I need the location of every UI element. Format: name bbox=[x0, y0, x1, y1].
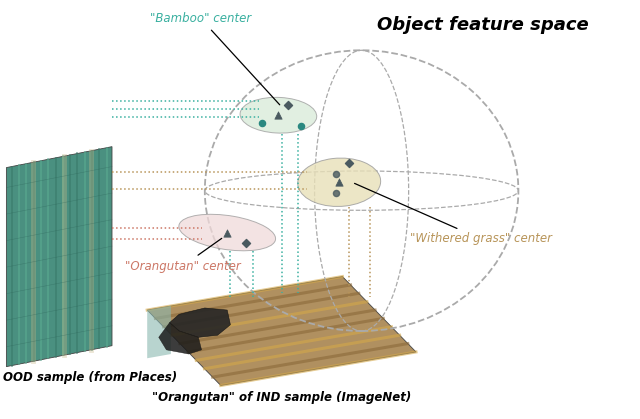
Ellipse shape bbox=[240, 97, 317, 133]
Point bbox=[331, 189, 341, 196]
Point bbox=[334, 179, 344, 186]
Point bbox=[283, 101, 293, 108]
Point bbox=[241, 240, 252, 246]
Point bbox=[296, 122, 306, 129]
Polygon shape bbox=[147, 277, 416, 385]
Text: "Orangutan" of IND sample (ImageNet): "Orangutan" of IND sample (ImageNet) bbox=[152, 391, 412, 403]
Text: "Withered grass" center: "Withered grass" center bbox=[355, 184, 552, 246]
Text: "Bamboo" center: "Bamboo" center bbox=[150, 12, 280, 105]
Ellipse shape bbox=[179, 214, 276, 251]
Polygon shape bbox=[147, 306, 171, 358]
Text: OOD sample (from Places): OOD sample (from Places) bbox=[3, 371, 177, 384]
Text: Object feature space: Object feature space bbox=[378, 16, 589, 34]
Point bbox=[344, 160, 354, 167]
Point bbox=[273, 112, 284, 119]
Point bbox=[222, 229, 232, 236]
Point bbox=[331, 171, 341, 177]
Polygon shape bbox=[170, 308, 230, 337]
Polygon shape bbox=[159, 323, 202, 354]
Point bbox=[257, 119, 268, 126]
Ellipse shape bbox=[298, 158, 381, 207]
Polygon shape bbox=[6, 147, 112, 367]
Text: "Orangutan" center: "Orangutan" center bbox=[125, 238, 241, 273]
